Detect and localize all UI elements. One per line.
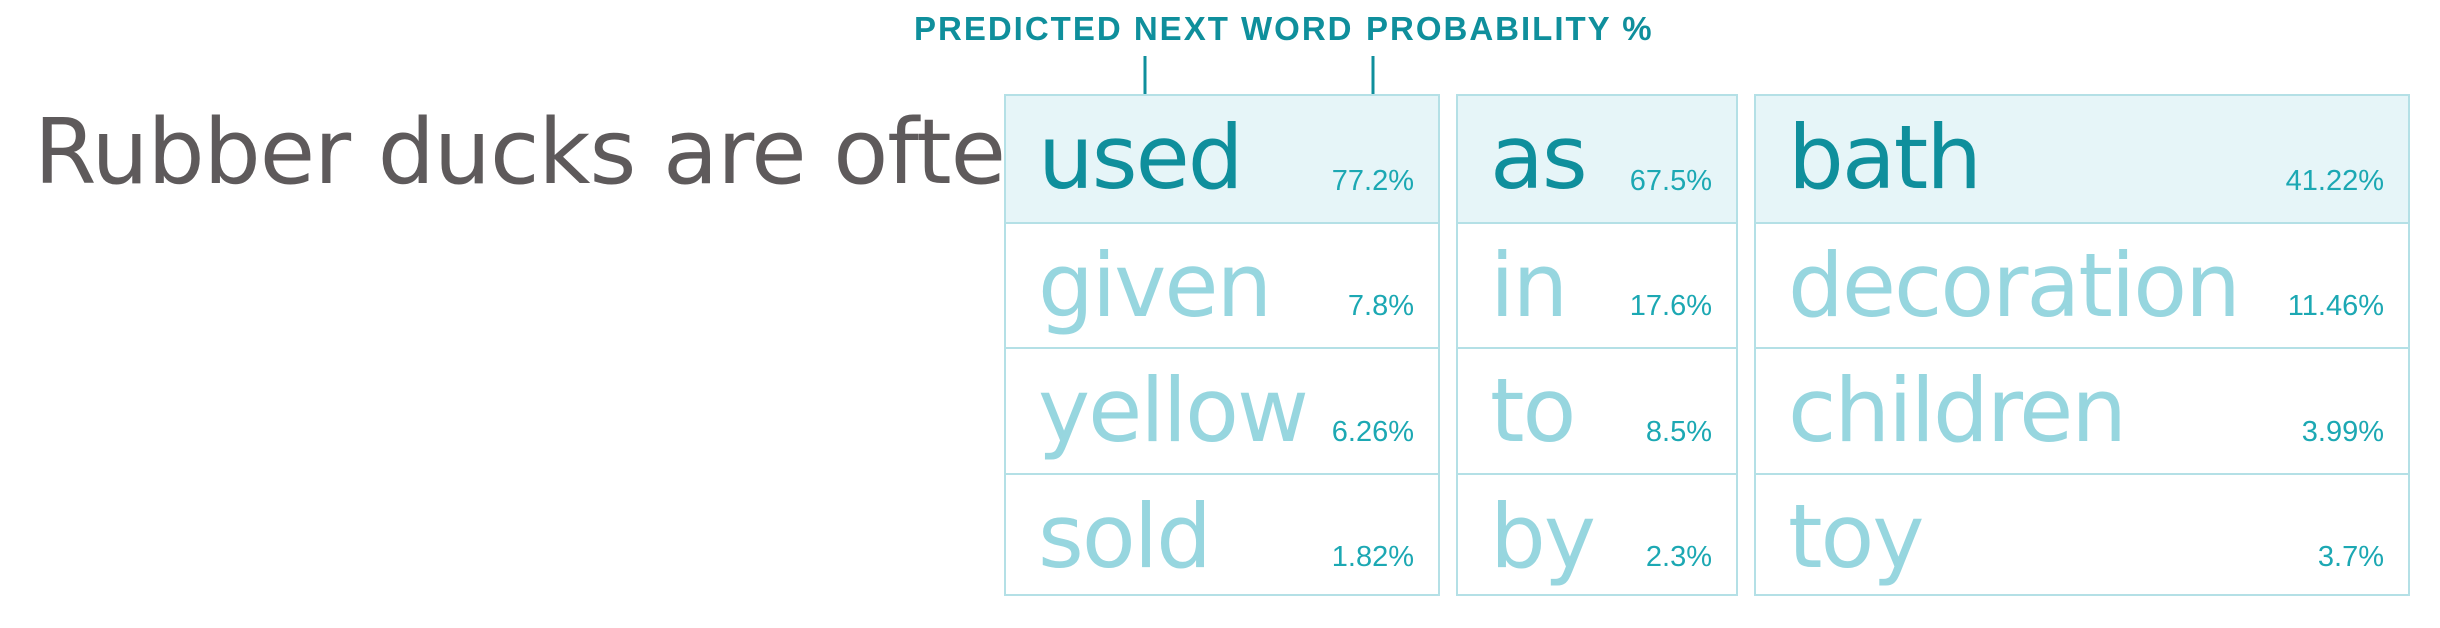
candidate-word: yellow bbox=[1038, 359, 1309, 462]
candidate-word: toy bbox=[1788, 484, 1924, 588]
word-cell: sold 1.82% bbox=[1006, 472, 1438, 599]
candidate-word: sold bbox=[1038, 484, 1212, 588]
candidate-probability: 8.5% bbox=[1645, 415, 1712, 448]
candidate-word: to bbox=[1490, 359, 1576, 462]
candidate-word: decoration bbox=[1788, 233, 2241, 337]
candidate-probability: 3.7% bbox=[2317, 541, 2384, 573]
candidate-probability: 2.3% bbox=[1645, 541, 1712, 573]
word-column-2: as 67.5% in 17.6% to 8.5% by 2.3% bbox=[1456, 94, 1738, 596]
word-cell: toy 3.7% bbox=[1756, 472, 2408, 599]
candidate-word: children bbox=[1788, 359, 2127, 462]
candidate-probability: 3.99% bbox=[2301, 415, 2384, 448]
word-cell: by 2.3% bbox=[1458, 472, 1736, 599]
candidate-probability: 17.6% bbox=[1629, 290, 1712, 322]
candidate-word: given bbox=[1038, 233, 1272, 337]
word-column-1: used 77.2% given 7.8% yellow 6.26% sold … bbox=[1004, 94, 1440, 596]
candidate-probability: 67.5% bbox=[1629, 164, 1712, 197]
word-cell: decoration 11.46% bbox=[1756, 221, 2408, 348]
word-cell: given 7.8% bbox=[1006, 221, 1438, 348]
candidate-word: as bbox=[1490, 106, 1588, 209]
candidate-word: by bbox=[1490, 484, 1596, 588]
candidate-probability: 41.22% bbox=[2285, 164, 2384, 197]
predicted-next-word-label: PREDICTED NEXT WORD bbox=[914, 10, 1354, 47]
candidate-word: in bbox=[1490, 233, 1568, 337]
candidate-word: used bbox=[1038, 106, 1244, 209]
word-cell: to 8.5% bbox=[1458, 347, 1736, 473]
candidate-probability: 77.2% bbox=[1331, 164, 1414, 197]
word-cell: in 17.6% bbox=[1458, 221, 1736, 348]
word-cell: as 67.5% bbox=[1458, 96, 1736, 222]
probability-label: PROBABILITY % bbox=[1366, 10, 1654, 47]
candidate-probability: 1.82% bbox=[1331, 541, 1414, 573]
word-cell: yellow 6.26% bbox=[1006, 347, 1438, 473]
prompt-text: Rubber ducks are often bbox=[34, 100, 1062, 205]
word-column-3: bath 41.22% decoration 11.46% children 3… bbox=[1754, 94, 2410, 596]
candidate-probability: 7.8% bbox=[1347, 290, 1414, 322]
candidate-word: bath bbox=[1788, 106, 1982, 209]
candidate-probability: 6.26% bbox=[1331, 415, 1414, 448]
word-cell: children 3.99% bbox=[1756, 347, 2408, 473]
word-cell: bath 41.22% bbox=[1756, 96, 2408, 222]
word-cell: used 77.2% bbox=[1006, 96, 1438, 222]
candidate-probability: 11.46% bbox=[2287, 290, 2384, 322]
